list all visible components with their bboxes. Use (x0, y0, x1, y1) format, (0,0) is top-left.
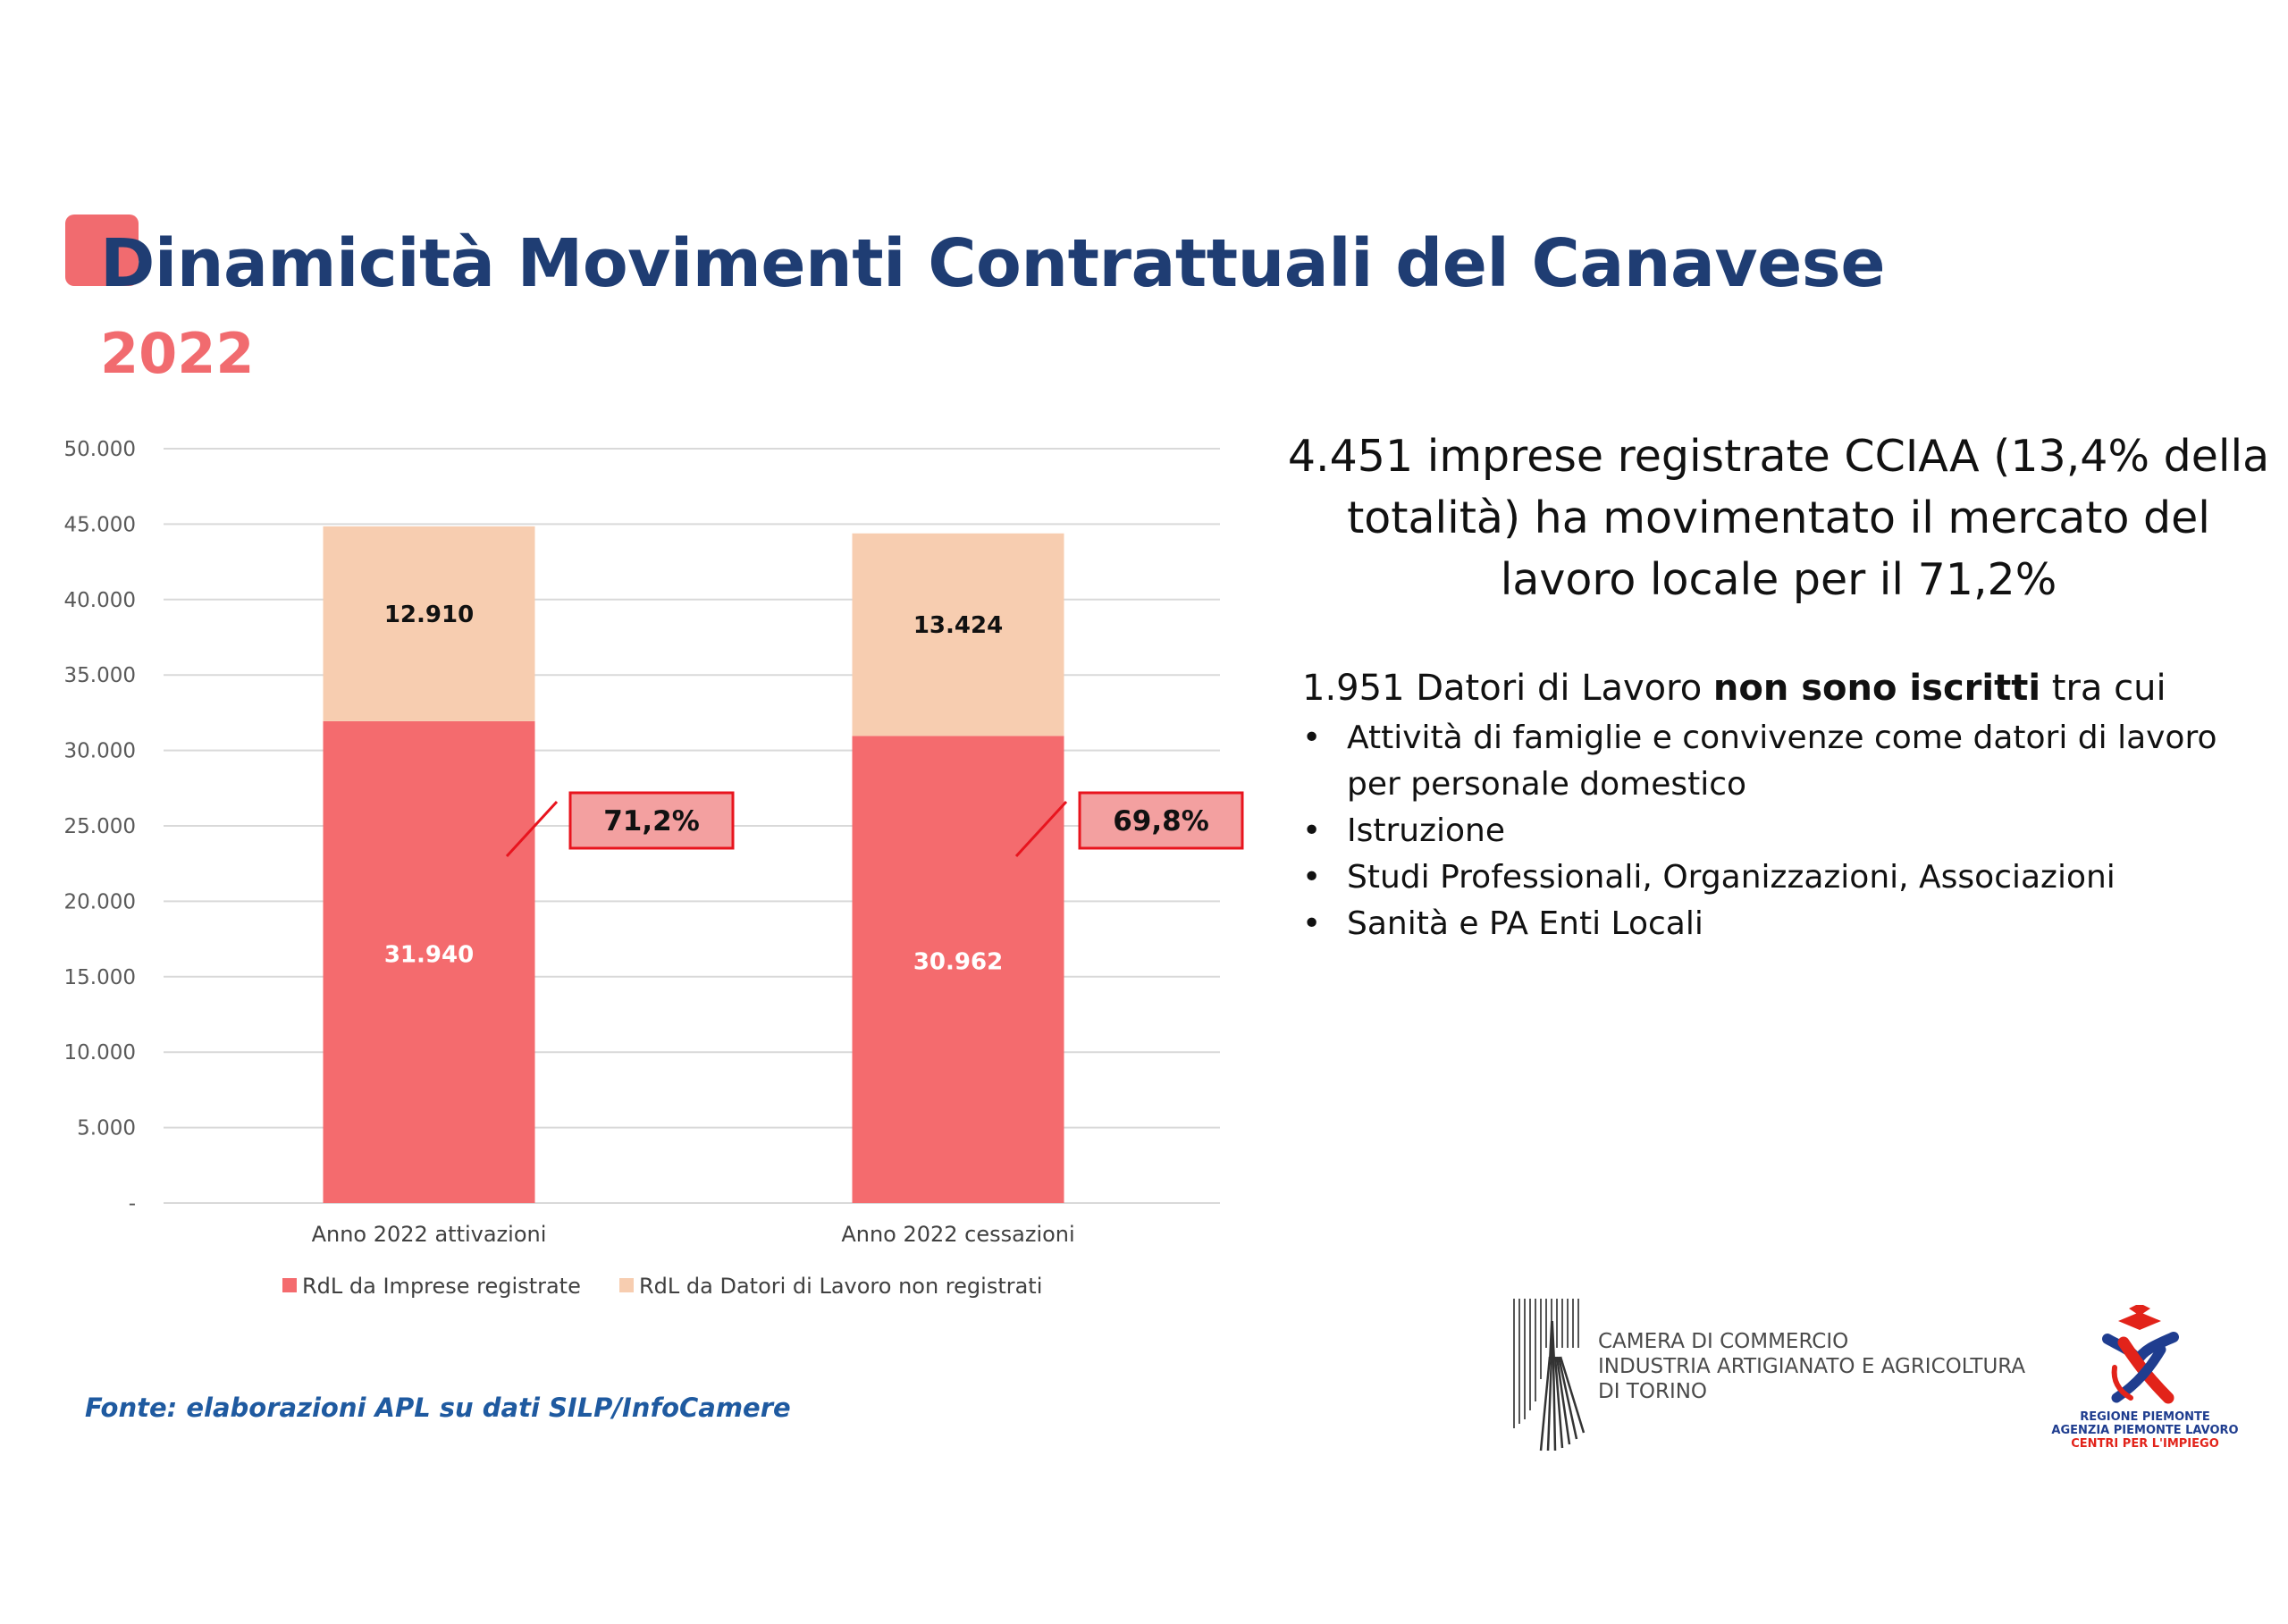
data-label: 12.910 (384, 602, 474, 628)
legend-label: RdL da Imprese registrate (302, 1274, 581, 1299)
title-accent-square (65, 215, 139, 286)
camera-di-commercio-logo (1513, 1299, 1586, 1452)
stacked-bar-chart: - 5.000 10.000 15.000 20.000 25.000 30.000 35.0… (64, 438, 1244, 1299)
x-tick-label: Anno 2022 cessazioni (841, 1222, 1074, 1247)
y-tick-label: 45.000 (64, 513, 136, 536)
ccia-line: CAMERA DI COMMERCIO (1598, 1330, 1849, 1353)
regione-piemonte-name: REGIONE PIEMONTE AGENZIA PIEMONTE LAVORO… (2047, 1410, 2243, 1451)
annotation-leader-line (505, 800, 559, 858)
bar-segment (852, 533, 1064, 736)
bar-segment (852, 736, 1064, 1203)
data-label: 30.962 (913, 949, 1003, 976)
ccia-line: INDUSTRIA ARTIGIANATO E AGRICOLTURA (1598, 1355, 2026, 1378)
ccia-line: DI TORINO (1598, 1380, 1708, 1403)
y-tick-label: 50.000 (64, 438, 136, 461)
bar-segment (323, 720, 535, 1203)
source-note: Fonte: elaborazioni APL su dati SILP/Inf… (85, 1393, 791, 1423)
list-item: Sanità e PA Enti Locali (1302, 901, 2267, 947)
datori-statement: 1.951 Datori di Lavoro non sono iscritti… (1302, 664, 2267, 712)
x-tick-label: Anno 2022 attivazioni (312, 1222, 547, 1247)
bar-segment (323, 526, 535, 721)
list-item: Attività di famiglie e convivenze come d… (1302, 715, 2267, 808)
y-tick-label: - (129, 1192, 136, 1216)
data-label: 13.424 (913, 612, 1003, 639)
list-item: Istruzione (1302, 808, 2267, 854)
y-tick-label: 25.000 (64, 815, 136, 838)
y-tick-label: 5.000 (77, 1117, 136, 1140)
legend-swatch (619, 1278, 634, 1292)
legend-label: RdL da Datori di Lavoro non registrati (639, 1274, 1042, 1299)
y-tick-label: 15.000 (64, 966, 136, 989)
percent-callout-box (568, 791, 735, 850)
y-tick-label: 35.000 (64, 664, 136, 687)
y-tick-label: 40.000 (64, 589, 136, 612)
y-tick-label: 20.000 (64, 890, 136, 913)
legend-swatch (282, 1278, 297, 1292)
percent-callout-box (1078, 791, 1244, 850)
datori-bullet-list: Attività di famiglie e convivenze come d… (1302, 715, 2267, 947)
headline-text: 4.451 imprese registrate CCIAA (13,4% de… (1287, 431, 2270, 605)
percent-callout-text: 71,2% (603, 805, 700, 837)
y-tick-label: 30.000 (64, 740, 136, 763)
regione-piemonte-logo (2102, 1305, 2179, 1404)
regione-line: AGENZIA PIEMONTE LAVORO (2051, 1424, 2239, 1437)
page-subtitle: 2022 (100, 321, 255, 386)
datori-bold: non sono iscritti (1712, 668, 2041, 709)
page-title: Dinamicità Movimenti Contrattuali del Ca… (100, 225, 1886, 302)
y-tick-label: 10.000 (64, 1041, 136, 1064)
list-item: Studi Professionali, Organizzazioni, Ass… (1302, 854, 2267, 901)
regione-line: CENTRI PER L'IMPIEGO (2071, 1437, 2219, 1451)
data-label: 31.940 (384, 941, 474, 968)
annotation-leader-line (1014, 800, 1068, 858)
datori-prefix: 1.951 Datori di Lavoro (1302, 668, 1713, 709)
datori-suffix: tra cui (2040, 668, 2166, 709)
percent-callout-text: 69,8% (1113, 805, 1209, 837)
camera-di-commercio-name: CAMERA DI COMMERCIO INDUSTRIA ARTIGIANAT… (1598, 1329, 2025, 1404)
regione-line: REGIONE PIEMONTE (2080, 1410, 2210, 1424)
